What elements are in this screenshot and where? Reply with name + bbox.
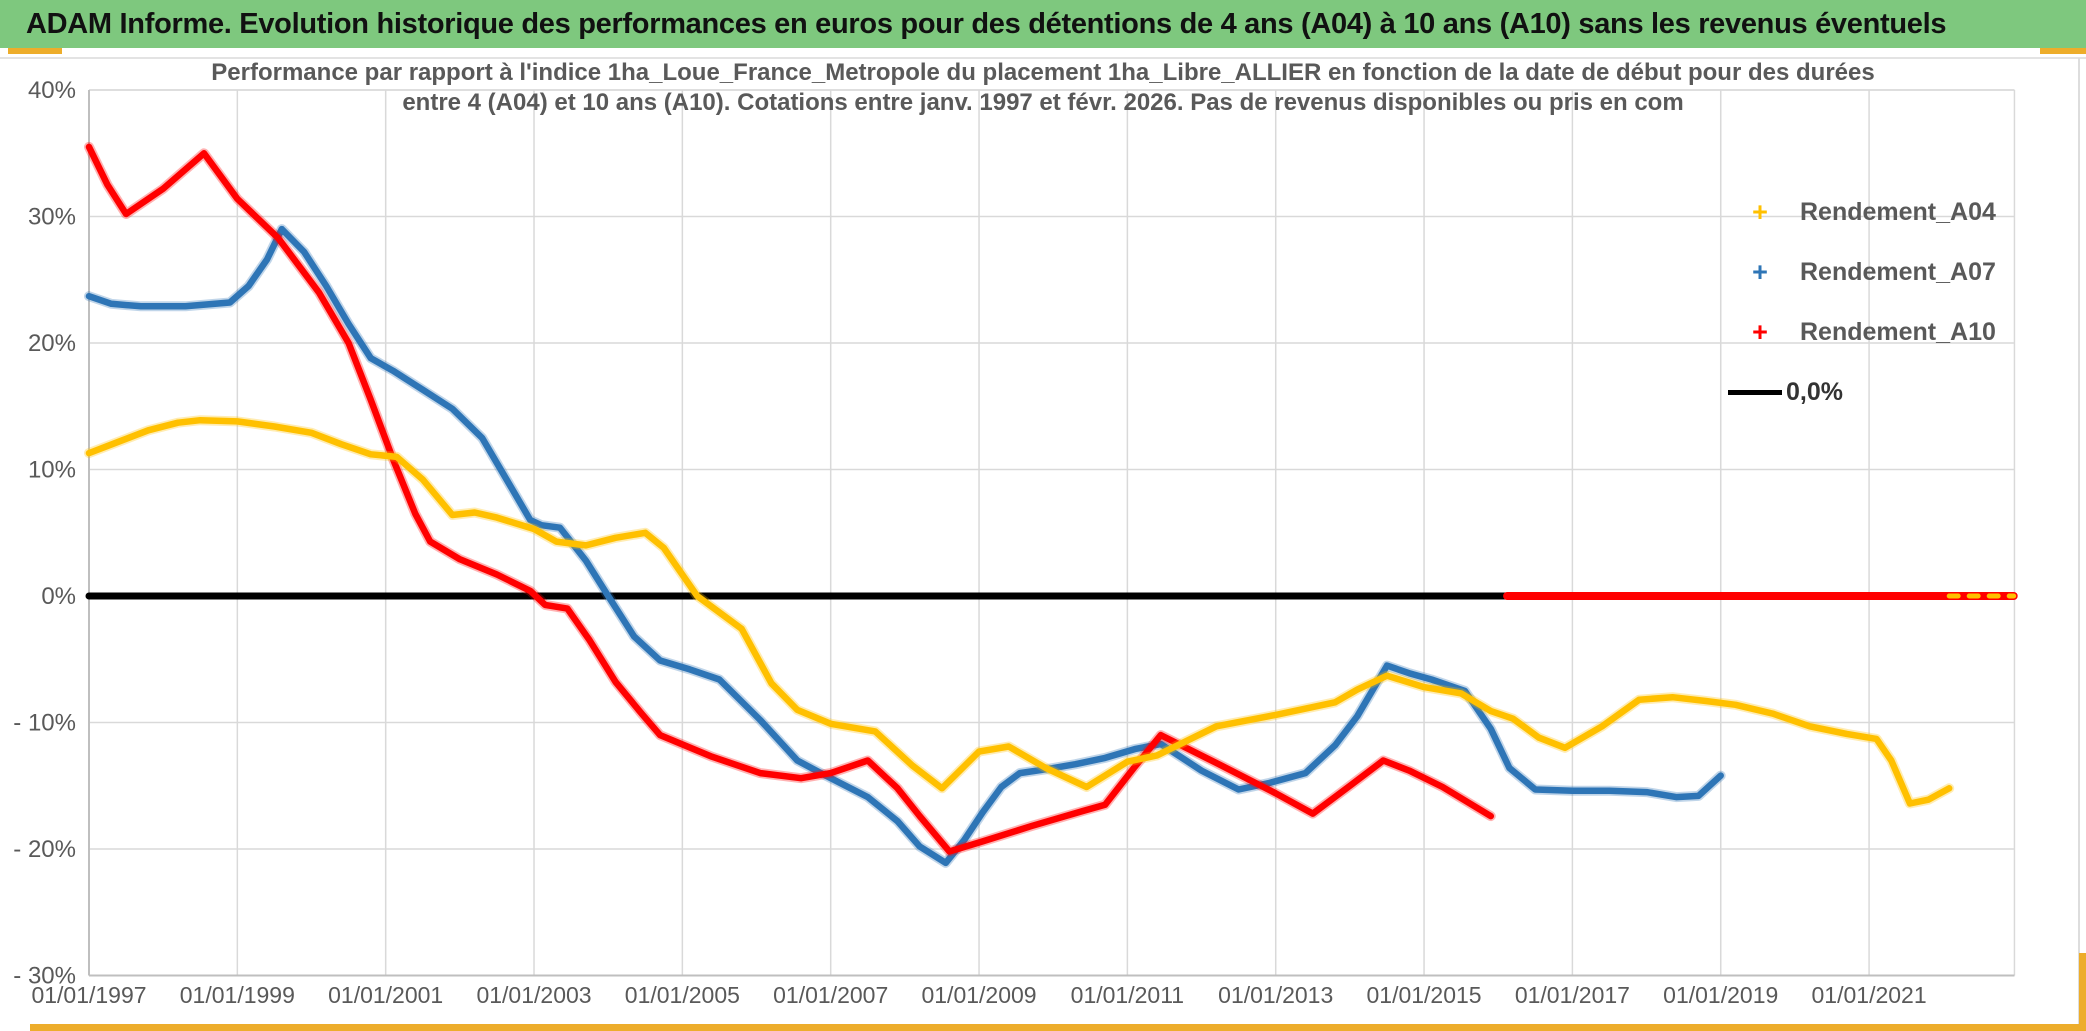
- svg-text:0%: 0%: [41, 583, 76, 610]
- chart-frame-border: [2078, 58, 2080, 1024]
- chart-legend: + Rendement_A04 + Rendement_A07 + Rendem…: [1728, 182, 1996, 422]
- black-line-swatch-icon: [1728, 389, 1782, 395]
- legend-label: Rendement_A07: [1800, 257, 1996, 286]
- plus-marker-icon: +: [1752, 316, 1768, 347]
- legend-label: Rendement_A10: [1800, 317, 1996, 346]
- svg-text:01/01/2021: 01/01/2021: [1812, 982, 1927, 1008]
- chart-subtitle: Performance par rapport à l'indice 1ha_L…: [60, 58, 2026, 118]
- chart-subtitle-line1: Performance par rapport à l'indice 1ha_L…: [211, 59, 1875, 86]
- svg-text:- 20%: - 20%: [13, 836, 76, 863]
- legend-label: 0,0%: [1786, 377, 1843, 406]
- svg-text:01/01/1997: 01/01/1997: [31, 982, 146, 1008]
- page-title: ADAM Informe. Evolution historique des p…: [26, 7, 1947, 40]
- svg-text:01/01/2005: 01/01/2005: [625, 982, 740, 1008]
- svg-text:40%: 40%: [28, 77, 76, 104]
- plus-marker-icon: +: [1752, 256, 1768, 287]
- plus-marker-icon: +: [1752, 196, 1768, 227]
- svg-text:01/01/2019: 01/01/2019: [1663, 982, 1778, 1008]
- legend-item-rendement-a04[interactable]: + Rendement_A04: [1742, 182, 1996, 242]
- svg-text:- 10%: - 10%: [13, 710, 76, 737]
- gold-accent-right: [2079, 953, 2086, 1031]
- svg-text:20%: 20%: [28, 330, 76, 357]
- legend-item-zero-line[interactable]: 0,0%: [1728, 362, 1996, 422]
- svg-text:01/01/2015: 01/01/2015: [1366, 982, 1481, 1008]
- gold-accent-top-right: [2040, 48, 2086, 54]
- svg-text:01/01/2007: 01/01/2007: [773, 982, 888, 1008]
- svg-text:10%: 10%: [28, 457, 76, 484]
- svg-text:01/01/2003: 01/01/2003: [476, 982, 591, 1008]
- chart-subtitle-line2: entre 4 (A04) et 10 ans (A10). Cotations…: [402, 89, 1684, 116]
- legend-item-rendement-a10[interactable]: + Rendement_A10: [1742, 302, 1996, 362]
- svg-text:01/01/2001: 01/01/2001: [328, 982, 443, 1008]
- title-banner: ADAM Informe. Evolution historique des p…: [0, 0, 2086, 48]
- svg-text:30%: 30%: [28, 204, 76, 231]
- svg-text:01/01/2009: 01/01/2009: [921, 982, 1036, 1008]
- gold-accent-top-left: [8, 48, 62, 54]
- svg-text:01/01/2011: 01/01/2011: [1071, 982, 1184, 1008]
- svg-text:- 30%: - 30%: [13, 963, 76, 990]
- banner-shadow-line: [0, 57, 2086, 59]
- svg-text:01/01/2017: 01/01/2017: [1515, 982, 1630, 1008]
- svg-text:01/01/2013: 01/01/2013: [1218, 982, 1333, 1008]
- legend-item-rendement-a07[interactable]: + Rendement_A07: [1742, 242, 1996, 302]
- gold-accent-bottom: [30, 1024, 2086, 1031]
- legend-label: Rendement_A04: [1800, 197, 1996, 226]
- svg-text:01/01/1999: 01/01/1999: [180, 982, 295, 1008]
